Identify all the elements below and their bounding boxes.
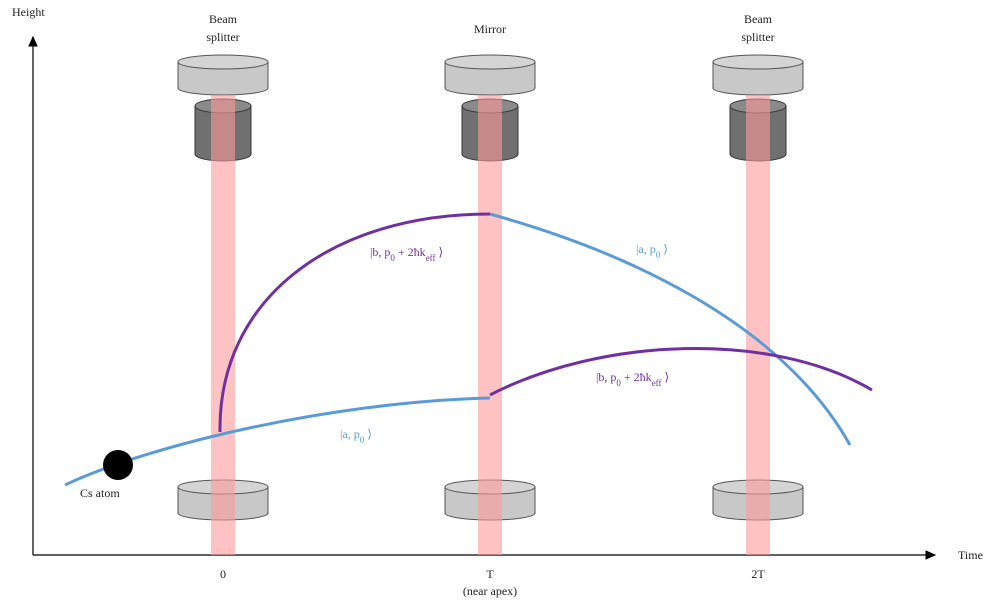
top-label: Beam xyxy=(209,12,238,26)
state-text: ⟩ xyxy=(660,242,668,256)
cs-atom xyxy=(103,450,133,480)
state-text: |b, p xyxy=(596,370,616,384)
top-label: splitter xyxy=(206,30,239,44)
top-label: Mirror xyxy=(474,22,506,36)
laser-beams xyxy=(211,95,770,555)
state-label: |b, p0 + 2ħkeff ⟩ xyxy=(370,245,443,263)
subscript: 0 xyxy=(390,253,395,263)
state-text: |a, p xyxy=(636,242,656,256)
state-text: ⟩ xyxy=(364,427,372,441)
subscript: eff xyxy=(426,253,436,263)
state-label: |a, p0 ⟩ xyxy=(636,242,668,260)
state-text: ⟩ xyxy=(662,370,670,384)
time-tick-label: 2T xyxy=(751,567,765,581)
y-axis-label: Height xyxy=(12,5,45,19)
subscript: 0 xyxy=(616,378,621,388)
state-text: |b, p xyxy=(370,245,390,259)
time-tick-label: 0 xyxy=(220,567,226,581)
state-text: + 2ħk xyxy=(395,245,426,259)
subscript: 0 xyxy=(360,435,365,445)
state-text: ⟩ xyxy=(436,245,444,259)
x-axis-label: Time xyxy=(958,548,983,562)
atom-label: Cs atom xyxy=(80,486,120,500)
top-label: Beam xyxy=(744,12,773,26)
time-tick-note: (near apex) xyxy=(463,584,517,598)
state-text: |a, p xyxy=(340,427,360,441)
time-tick-label: T xyxy=(486,567,494,581)
subscript: eff xyxy=(652,378,662,388)
state-label: |a, p0 ⟩ xyxy=(340,427,372,445)
subscript: 0 xyxy=(656,250,661,260)
state-text: + 2ħk xyxy=(621,370,652,384)
state-label: |b, p0 + 2ħkeff ⟩ xyxy=(596,370,669,388)
top-label: splitter xyxy=(741,30,774,44)
